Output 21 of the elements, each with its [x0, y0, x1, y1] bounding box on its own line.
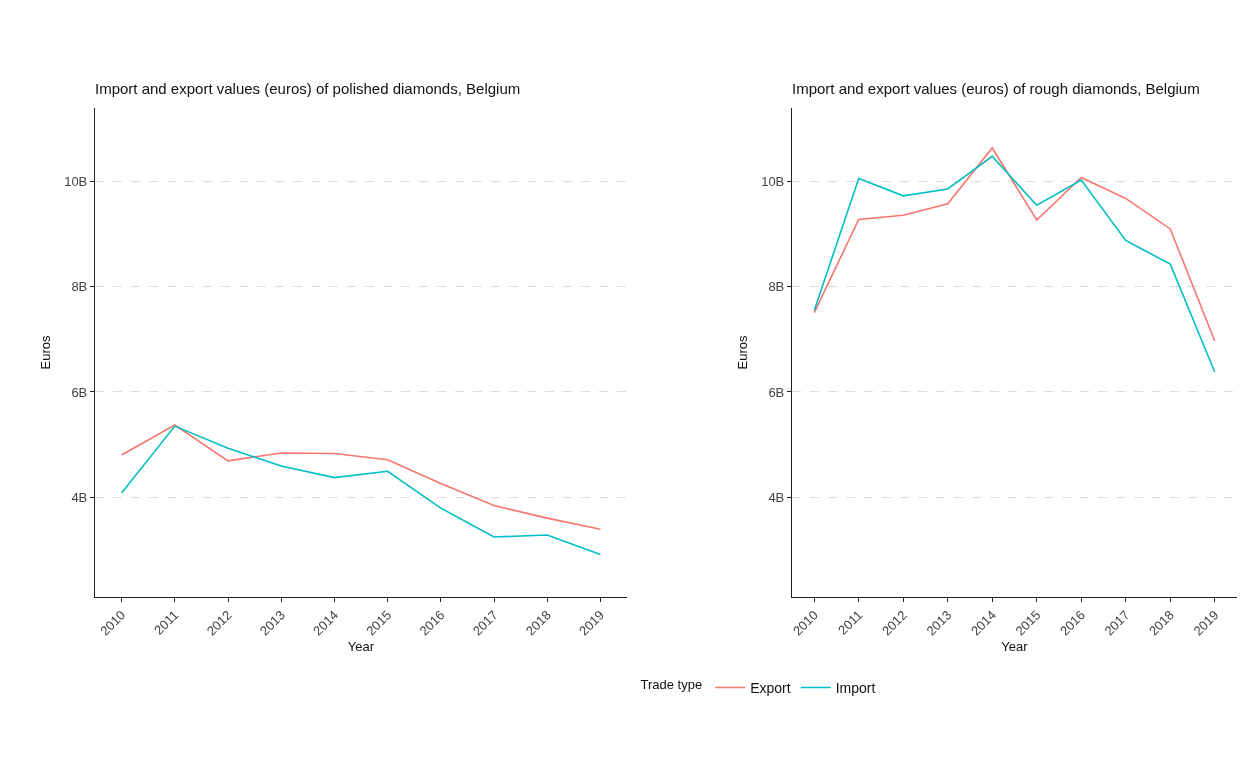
- chart-title: Import and export values (euros) of rough diamonds, Belgium: [792, 80, 1200, 98]
- line-series: [120, 425, 602, 556]
- legend-title: Trade type: [640, 676, 703, 692]
- y-tick-label: 8B: [71, 279, 88, 295]
- chart-title: Import and export values (euros) of polished diamonds, Belgium: [95, 80, 521, 98]
- legend-label: Import: [835, 680, 876, 697]
- line-series: [120, 424, 602, 530]
- y-tick-label: 6B: [768, 384, 785, 400]
- legend-label: Export: [750, 680, 791, 697]
- x-axis-title: Year: [1001, 638, 1029, 654]
- y-tick-label: 4B: [71, 489, 88, 505]
- line-series: [813, 147, 1216, 342]
- y-tick-label: 10B: [761, 174, 785, 190]
- x-axis-title: Year: [347, 638, 375, 654]
- y-tick-label: 6B: [71, 384, 88, 400]
- y-tick-label: 10B: [64, 174, 88, 190]
- y-axis-title: Euros: [735, 335, 751, 370]
- y-axis-title: Euros: [38, 335, 54, 370]
- y-tick-label: 4B: [768, 489, 785, 505]
- line-series: [813, 155, 1216, 373]
- y-tick-label: 8B: [768, 279, 785, 295]
